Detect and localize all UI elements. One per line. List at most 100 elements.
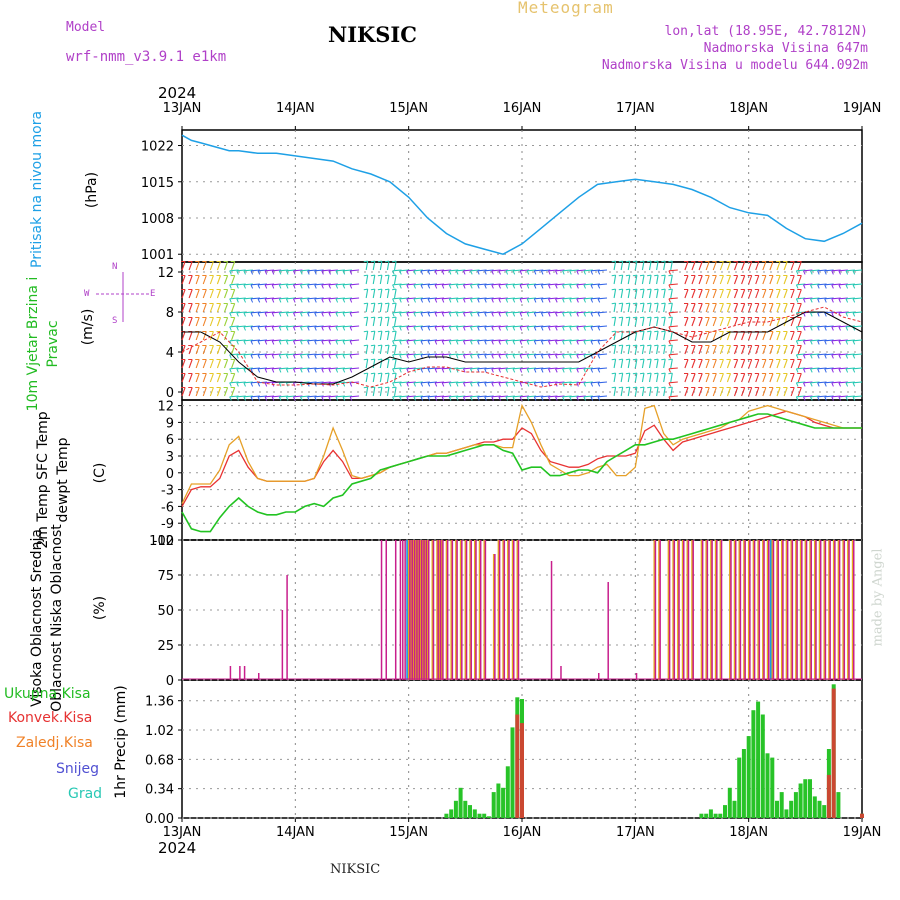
wind-barb [342,311,353,314]
wind-barb [342,283,353,286]
wind-barb [286,395,296,398]
wind-barb-flag [569,298,572,303]
wind-barb [824,339,834,342]
wind-barb [776,387,781,397]
wind-barb [427,339,438,342]
wind-barb-flag [639,358,645,361]
wind-barb-flag [562,368,565,373]
wind-barb [195,289,200,299]
wind-barb-flag [661,330,666,333]
wind-barb [627,359,631,369]
wind-barb [484,381,494,384]
wind-barb [399,381,409,384]
wind-barb [576,325,586,328]
wind-barb-flag [590,368,594,373]
wind-barb [656,317,659,327]
wind-barb [641,275,645,285]
wind-barb [470,269,480,272]
wind-barb-flag [293,340,296,345]
wind-barb [726,331,732,341]
wind-barb [634,387,638,397]
wind-barb-flag [307,396,310,401]
wind-barb [733,345,739,355]
wind-barb-flag [569,368,572,373]
wind-barb [684,387,689,397]
wind-barb [216,373,222,383]
wind-barb-flag [654,386,659,389]
wind-barb [541,283,551,286]
wind-barb-flag [463,298,466,303]
wind-barb [597,311,608,314]
wind-barb [286,269,296,272]
wind-barb [748,261,753,271]
wind-barb-flag [611,372,616,375]
wind-barb-flag [639,316,645,319]
wind-barb-flag [661,344,666,347]
wind-barb [562,325,572,328]
wind-barb-flag [505,396,509,401]
wind-barb [562,269,572,272]
wind-barb-flag [392,326,395,331]
wind-barb [463,283,473,286]
wind-barb [762,289,767,299]
wind-barb [392,339,402,342]
wind-barb-flag [328,326,331,331]
wind-barb [392,269,402,272]
wind-barb [293,325,303,328]
wind-barb [817,395,827,398]
wind-barb-flag [321,284,324,289]
wind-barb-flag [512,312,516,317]
y-tick-label: 0 [166,674,174,689]
wind-barb [824,283,834,286]
wind-barb [216,331,222,341]
wind-barb [491,269,501,272]
wind-barb-flag [399,354,402,359]
precip-bar-total [836,792,841,818]
wind-barb [797,261,802,271]
precip-bar-total [444,813,449,818]
wind-barb-flag [654,372,659,375]
wind-barb [719,345,724,355]
wind-barb [569,395,579,398]
wind-barb-flag [795,368,799,373]
wind-barb [534,353,544,356]
wind-barb [372,345,376,355]
wind-barb [555,367,565,370]
wind-barb-flag [555,284,558,289]
wind-barb-flag [399,368,402,373]
wind-barb [188,359,193,369]
wind-barb-flag [434,298,438,303]
wind-barb [279,395,289,398]
wind-barb [449,269,459,272]
wind-barb [350,311,360,314]
wind-barb [335,395,345,398]
wind-barb-flag [470,298,473,303]
wind-barb-flag [583,382,586,387]
wind-barb [797,317,802,327]
year-label-top: 2024 [158,84,197,102]
wind-barb-flag [852,382,856,387]
wind-barb-flag [632,344,637,347]
wind-barb [803,353,813,356]
wind-barb [741,331,746,341]
wind-barb-flag [512,340,516,345]
wind-barb-flag [668,270,671,275]
wind-barb [726,359,732,369]
wind-barb [231,359,236,369]
wind-barb-flag [597,368,601,373]
wind-barb-flag [597,396,601,401]
wind-barb-flag [540,368,544,373]
wind-barb [590,283,600,286]
wind-barb [484,325,494,328]
wind-barb [372,261,376,271]
wind-barb [300,325,310,328]
wind-barb [449,297,459,300]
wind-barb [243,311,253,314]
wind-barb-flag [590,326,594,331]
temp-sfc-line [181,403,862,504]
wind-barb [831,395,841,398]
wind-barb [691,373,696,383]
wind-barb [272,353,282,356]
wind-barb-flag [526,284,530,289]
wind-barb [314,269,324,272]
